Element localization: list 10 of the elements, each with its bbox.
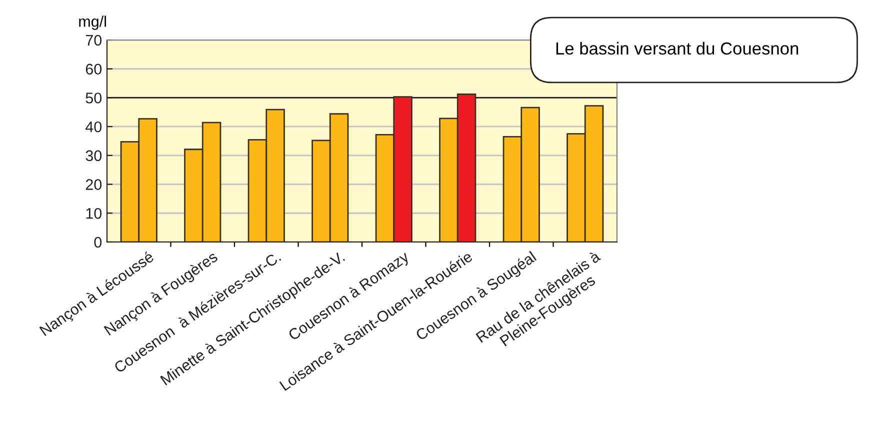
y-tick-label: 60 (86, 64, 102, 75)
y-tick-label: 50 (86, 92, 102, 104)
y-tick-label: 20 (86, 179, 102, 190)
annotation: Le bassin versant du Couesnon (556, 42, 798, 55)
y-tick-label: 70 (86, 34, 102, 46)
y-tick-label: 40 (86, 121, 102, 132)
y-tick-label: 10 (86, 208, 102, 219)
y-tick-label: 0 (94, 236, 102, 248)
y-axis-title: mg/l (79, 16, 106, 30)
y-tick-label: 30 (86, 150, 102, 162)
